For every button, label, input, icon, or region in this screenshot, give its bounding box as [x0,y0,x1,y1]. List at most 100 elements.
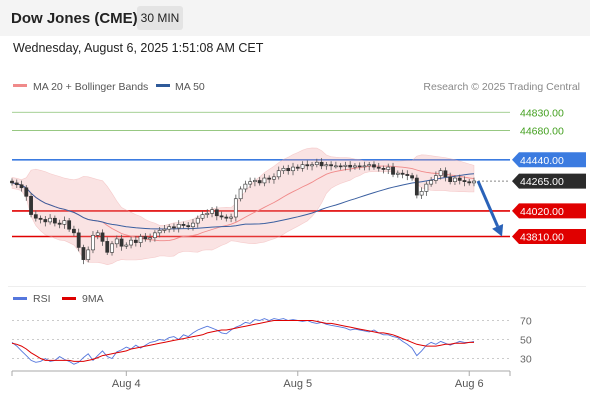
candle-body [81,247,86,260]
candle-body [453,177,457,182]
candle-body [43,219,48,223]
timestamp: Wednesday, August 6, 2025 1:51:08 AM CET [13,41,264,55]
candle-body [272,176,276,180]
candle-body [300,164,305,169]
x-tick-label: Aug 5 [283,378,312,390]
candle-body [114,238,119,245]
candle-body [443,170,448,178]
candle-body [372,164,376,168]
candle-body [29,196,33,215]
candle-body [305,164,310,167]
candle-body [124,244,129,247]
projection [476,180,504,237]
rsi-tick-label: 50 [520,335,532,347]
candle-body [100,232,105,242]
candle-body [24,187,29,197]
candle-body [48,217,53,223]
candle-body [186,225,191,228]
panel-divider [8,286,586,287]
candle-body [395,172,400,175]
candle-body [105,241,110,253]
candle-body [238,188,243,200]
rsi-panel: 70 50 30 [11,316,532,366]
rsi-legend: RSI 9MA [13,293,104,305]
instrument-title: Dow Jones (CME) [11,10,138,27]
legend-label-rsi: RSI [33,293,51,305]
candle-body [286,167,291,172]
candle-body [400,172,405,175]
candle-body [195,217,200,224]
projection-arrow-shaft [476,180,500,228]
title-bar [0,0,590,36]
candle-body [110,243,114,253]
candle-body [338,165,343,168]
candle-body [210,209,214,214]
candle-body [152,232,157,239]
candle-body [133,239,138,243]
candle-body [319,161,324,167]
candle-body [333,165,338,168]
candle-body [243,183,248,190]
candle-body [129,239,133,246]
candle-body [219,215,224,218]
bollinger-band [11,147,475,266]
candle-body [386,166,391,170]
candle-body [95,232,100,236]
level-label: 43810.00 [520,232,564,244]
ma50-line [11,173,475,230]
level-label: 44680.00 [520,126,564,138]
candle-body [181,224,186,226]
candle-body [419,191,424,196]
credit-text: Research © 2025 Trading Central [423,81,580,93]
projection-arrow-head [492,224,504,237]
candle-body [324,164,329,167]
legend-label-9ma: 9MA [82,293,104,305]
candle-body [91,234,95,251]
candle-body [162,228,167,231]
x-axis: Aug 4 Aug 5 Aug 6 [11,370,511,390]
candle-body [462,180,467,182]
rsi-tick-label: 70 [520,316,532,328]
candle-body [414,177,419,196]
candle-body [357,165,362,168]
candle-body [157,230,162,234]
candle-body [291,166,295,172]
candle-body [72,228,76,234]
candle-body [14,182,19,186]
rsi-tick-label: 30 [520,354,532,366]
candle-body [343,164,348,167]
candle-body [33,214,38,219]
candle-body [433,175,438,181]
candle-body [10,180,14,184]
candle-body [353,165,357,168]
candle-body [391,166,395,175]
candle-body [448,176,453,182]
rsi-line [11,318,475,365]
candle-body [257,180,262,184]
x-tick-label: Aug 4 [112,378,141,390]
candle-body [172,226,176,229]
candle-body [67,220,72,230]
candle-body [376,166,381,169]
candle-body [205,213,210,215]
candle-body [410,175,414,179]
timeframe-button[interactable]: 30 MIN [137,6,183,30]
main-legend: MA 20 + Bollinger Bands MA 50 Research ©… [13,81,580,93]
candle-body [281,167,286,172]
legend-label-ma50: MA 50 [175,81,205,93]
candle-body [253,180,257,182]
candle-body [405,174,410,176]
candle-body [276,170,281,178]
candle-body [233,198,238,218]
candle-body [267,177,272,180]
candle-body [472,180,476,184]
rsi-ma-line [11,320,474,362]
candle-body [310,164,314,167]
candle-body [424,183,429,192]
candle-body [314,161,319,165]
level-tag [512,203,586,219]
candle-body [52,217,57,224]
candle-body [295,166,300,169]
legend-swatch-ma50 [156,84,170,87]
